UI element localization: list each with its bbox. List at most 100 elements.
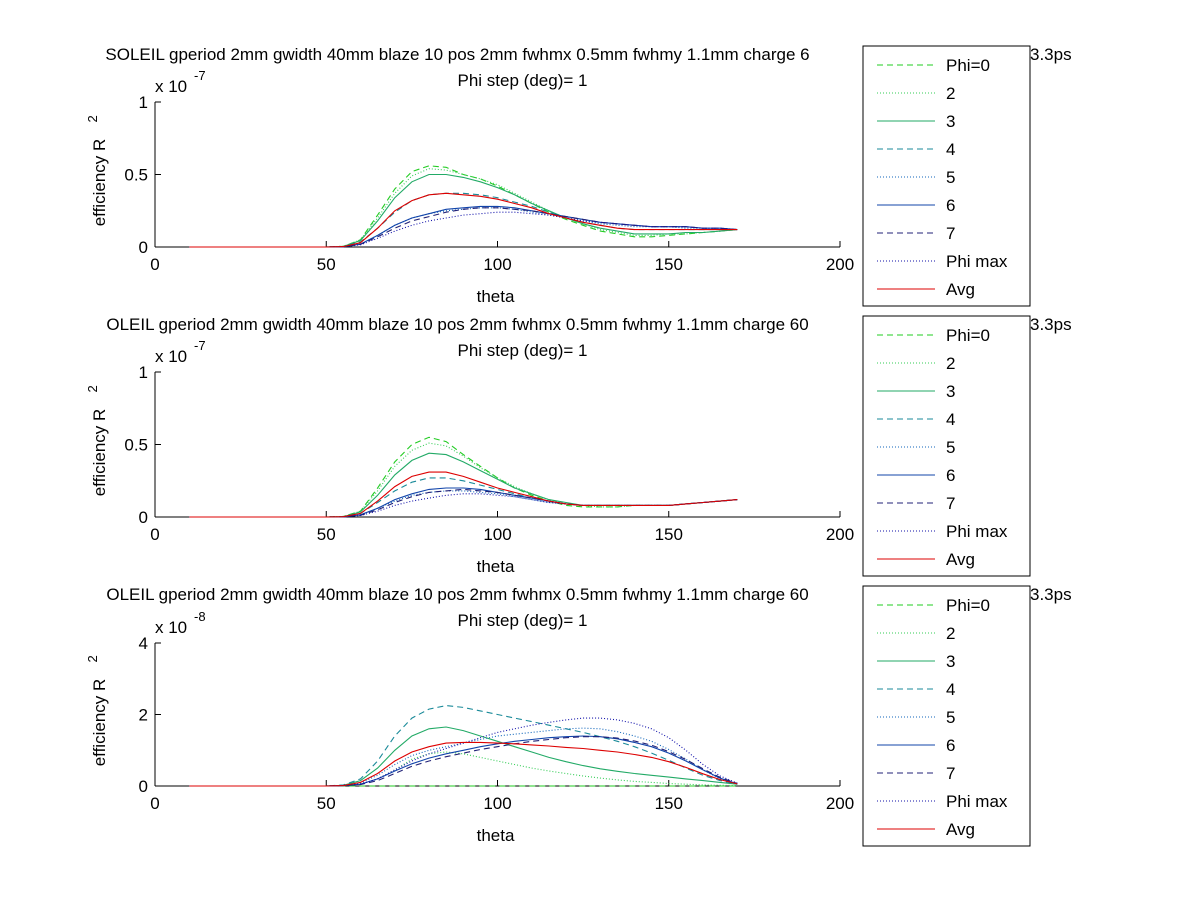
legend-entry: 6	[946, 196, 955, 215]
x-tick-label: 100	[483, 255, 511, 274]
series-line-3	[189, 705, 738, 787]
legend-entry: Phi=0	[946, 56, 990, 75]
x-tick-label: 100	[483, 794, 511, 813]
x-tick-label: 200	[826, 525, 854, 544]
legend-entry: 6	[946, 466, 955, 485]
x-tick-label: 0	[150, 255, 159, 274]
x-tick-label: 0	[150, 794, 159, 813]
legend-box	[862, 315, 1031, 577]
legend-entry: 2	[946, 624, 955, 643]
series-line-1	[189, 751, 738, 787]
y-axis-label-superscript: 2	[85, 655, 100, 662]
y-tick-label: 0.5	[124, 166, 148, 185]
y-axis-label-superscript: 2	[85, 385, 100, 392]
series-line-4	[189, 207, 738, 248]
series-line-3	[189, 477, 738, 518]
legend-entry: 4	[946, 410, 955, 429]
legend-box	[862, 585, 1031, 847]
legend-entry: Avg	[946, 820, 975, 839]
chart-title: OLEIL gperiod 2mm gwidth 40mm blaze 10 p…	[106, 585, 808, 604]
y-tick-label: 4	[139, 634, 148, 653]
y-axis-label: efficiency R	[90, 679, 109, 767]
legend-entry: Phi max	[946, 522, 1008, 541]
x-tick-label: 100	[483, 525, 511, 544]
legend-entry: 4	[946, 140, 955, 159]
series-line-0	[189, 165, 738, 248]
series-line-4	[189, 727, 738, 787]
x-tick-label: 200	[826, 255, 854, 274]
legend-entry: 3	[946, 112, 955, 131]
legend-entry: Phi max	[946, 792, 1008, 811]
y-exponent-power: -7	[194, 68, 206, 83]
chart-panel-1: SOLEIL gperiod 2mm gwidth 40mm blaze 10 …	[85, 45, 1072, 307]
chart-title-tail: 3.3ps	[1030, 585, 1072, 604]
y-axis-label-superscript: 2	[85, 115, 100, 122]
y-tick-label: 1	[139, 93, 148, 112]
x-tick-label: 150	[655, 525, 683, 544]
series-line-8	[189, 192, 738, 248]
series-line-6	[189, 207, 738, 248]
legend-entry: Avg	[946, 550, 975, 569]
legend-entry: Phi=0	[946, 596, 990, 615]
series-line-3	[189, 192, 738, 248]
legend-entry: Avg	[946, 280, 975, 299]
x-tick-label: 200	[826, 794, 854, 813]
y-exponent-base: x 10	[155, 347, 187, 366]
series-group	[189, 165, 738, 248]
series-line-4	[189, 490, 738, 518]
legend-entry: 3	[946, 652, 955, 671]
x-tick-label: 150	[655, 255, 683, 274]
x-tick-label: 50	[317, 255, 336, 274]
series-line-6	[189, 736, 738, 787]
x-tick-label: 50	[317, 525, 336, 544]
legend-entry: 2	[946, 354, 955, 373]
y-axis-label: efficiency R	[90, 139, 109, 227]
legend: Phi=0 2 3 4 5 6 7 Phi max Avg	[862, 585, 1031, 847]
y-axis-label: efficiency R	[90, 409, 109, 497]
series-line-2	[189, 726, 738, 787]
y-tick-label: 1	[139, 363, 148, 382]
y-exponent-base: x 10	[155, 77, 187, 96]
legend-entry: 4	[946, 680, 955, 699]
legend-entry: 7	[946, 224, 955, 243]
y-tick-label: 0.5	[124, 436, 148, 455]
series-line-8	[189, 471, 738, 518]
x-axis-label: theta	[477, 826, 515, 845]
y-exponent-power: -7	[194, 338, 206, 353]
legend-entry: 5	[946, 708, 955, 727]
y-tick-label: 0	[139, 508, 148, 527]
chart-subtitle: Phi step (deg)= 1	[458, 71, 588, 90]
series-group	[189, 436, 738, 518]
y-exponent-base: x 10	[155, 618, 187, 637]
chart-subtitle: Phi step (deg)= 1	[458, 341, 588, 360]
legend: Phi=0 2 3 4 5 6 7 Phi max Avg	[862, 315, 1031, 577]
chart-panel-3: OLEIL gperiod 2mm gwidth 40mm blaze 10 p…	[85, 585, 1072, 847]
legend-entry: 2	[946, 84, 955, 103]
chart-title: OLEIL gperiod 2mm gwidth 40mm blaze 10 p…	[106, 315, 808, 334]
x-tick-label: 0	[150, 525, 159, 544]
y-tick-label: 2	[139, 706, 148, 725]
series-line-1	[189, 168, 738, 248]
y-exponent-power: -8	[194, 609, 206, 624]
x-tick-label: 50	[317, 794, 336, 813]
series-line-7	[189, 717, 738, 787]
chart-subtitle: Phi step (deg)= 1	[458, 611, 588, 630]
x-tick-label: 150	[655, 794, 683, 813]
y-tick-label: 0	[139, 238, 148, 257]
series-line-2	[189, 452, 738, 518]
legend-entry: 6	[946, 736, 955, 755]
legend-entry: 5	[946, 168, 955, 187]
chart-title-tail: 3.3ps	[1030, 315, 1072, 334]
chart-title-tail: 3.3ps	[1030, 45, 1072, 64]
legend-entry: Phi max	[946, 252, 1008, 271]
legend-entry: 7	[946, 764, 955, 783]
legend-entry: Phi=0	[946, 326, 990, 345]
series-line-8	[189, 741, 738, 787]
series-group	[189, 705, 738, 787]
legend: Phi=0 2 3 4 5 6 7 Phi max Avg	[862, 45, 1031, 307]
chart-panel-2: OLEIL gperiod 2mm gwidth 40mm blaze 10 p…	[85, 315, 1072, 577]
y-axis-label-group: efficiency R 2	[85, 655, 109, 766]
legend-entry: 3	[946, 382, 955, 401]
y-tick-label: 0	[139, 777, 148, 796]
